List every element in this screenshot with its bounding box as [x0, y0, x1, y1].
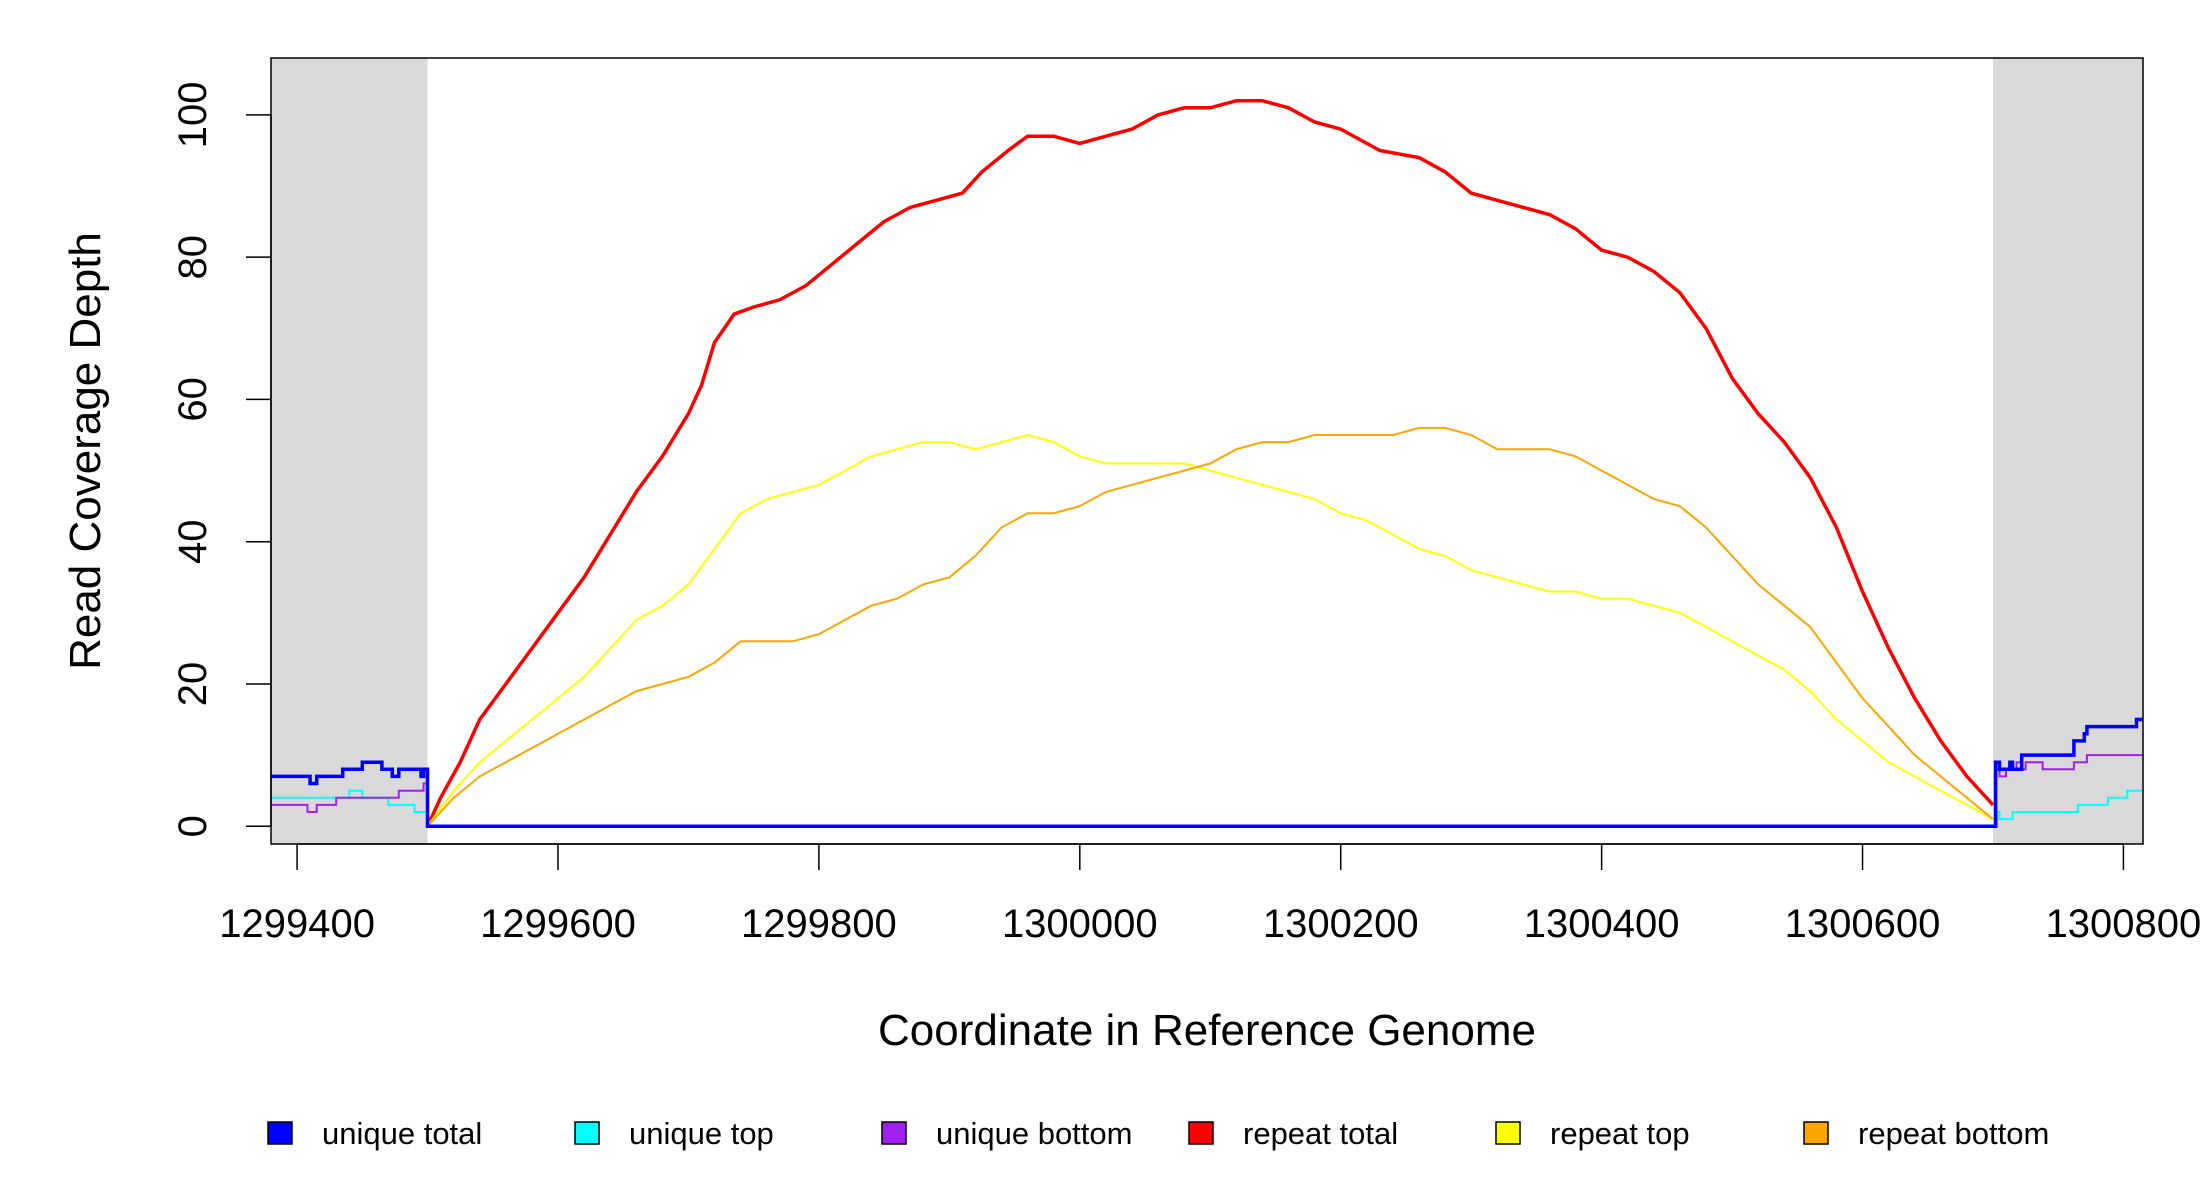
legend-label: unique bottom — [936, 1116, 1132, 1151]
x-tick-label: 1300600 — [1785, 902, 1941, 946]
y-tick-label: 80 — [171, 235, 215, 280]
series-line-unique-top — [271, 789, 2143, 828]
legend: unique total unique top unique bottom repea… — [267, 1116, 2049, 1151]
legend-swatch — [881, 1121, 907, 1145]
x-tick-label: 1300800 — [2046, 902, 2200, 946]
y-tick-label: 0 — [171, 815, 215, 837]
series-line-repeat-top — [426, 433, 1994, 827]
series-line-unique-bottom — [271, 754, 2143, 828]
x-tick-label: 1299600 — [480, 902, 636, 946]
series-line-repeat-total — [425, 98, 1995, 827]
y-axis: 0 20 40 60 80 100 — [171, 82, 272, 837]
shaded-region-2 — [1992, 58, 2143, 844]
legend-label: repeat bottom — [1858, 1116, 2049, 1151]
shaded-regions — [271, 58, 2143, 844]
legend-label: repeat total — [1243, 1116, 1398, 1151]
y-tick-label: 20 — [171, 662, 215, 707]
y-tick-label: 100 — [171, 82, 215, 149]
series-line-unique-total — [271, 717, 2143, 828]
x-axis: 1299400 1299600 1299800 1300000 1300200 13004… — [219, 843, 2200, 946]
x-tick-label: 1300200 — [1263, 902, 1419, 946]
legend-swatch — [1495, 1121, 1521, 1145]
y-tick-label: 60 — [171, 377, 215, 422]
series-lines — [271, 98, 2143, 828]
x-tick-label: 1300000 — [1002, 902, 1158, 946]
legend-label: unique total — [322, 1116, 482, 1151]
legend-swatch — [1803, 1121, 1829, 1145]
x-tick-label: 1300400 — [1524, 902, 1680, 946]
plot-frame — [270, 57, 2144, 845]
x-tick-label: 1299800 — [741, 902, 897, 946]
x-axis-title: Coordinate in Reference Genome — [878, 1006, 1536, 1055]
shaded-region-1 — [271, 58, 428, 844]
x-tick-label: 1299400 — [219, 902, 375, 946]
legend-swatch — [267, 1121, 293, 1145]
legend-swatch — [1188, 1121, 1214, 1145]
legend-label: repeat top — [1550, 1116, 1690, 1151]
y-tick-label: 40 — [171, 519, 215, 564]
y-axis-title: Read Coverage Depth — [61, 232, 110, 670]
legend-label: unique top — [629, 1116, 774, 1151]
legend-swatch — [574, 1121, 600, 1145]
series-line-repeat-bottom — [426, 426, 1994, 827]
